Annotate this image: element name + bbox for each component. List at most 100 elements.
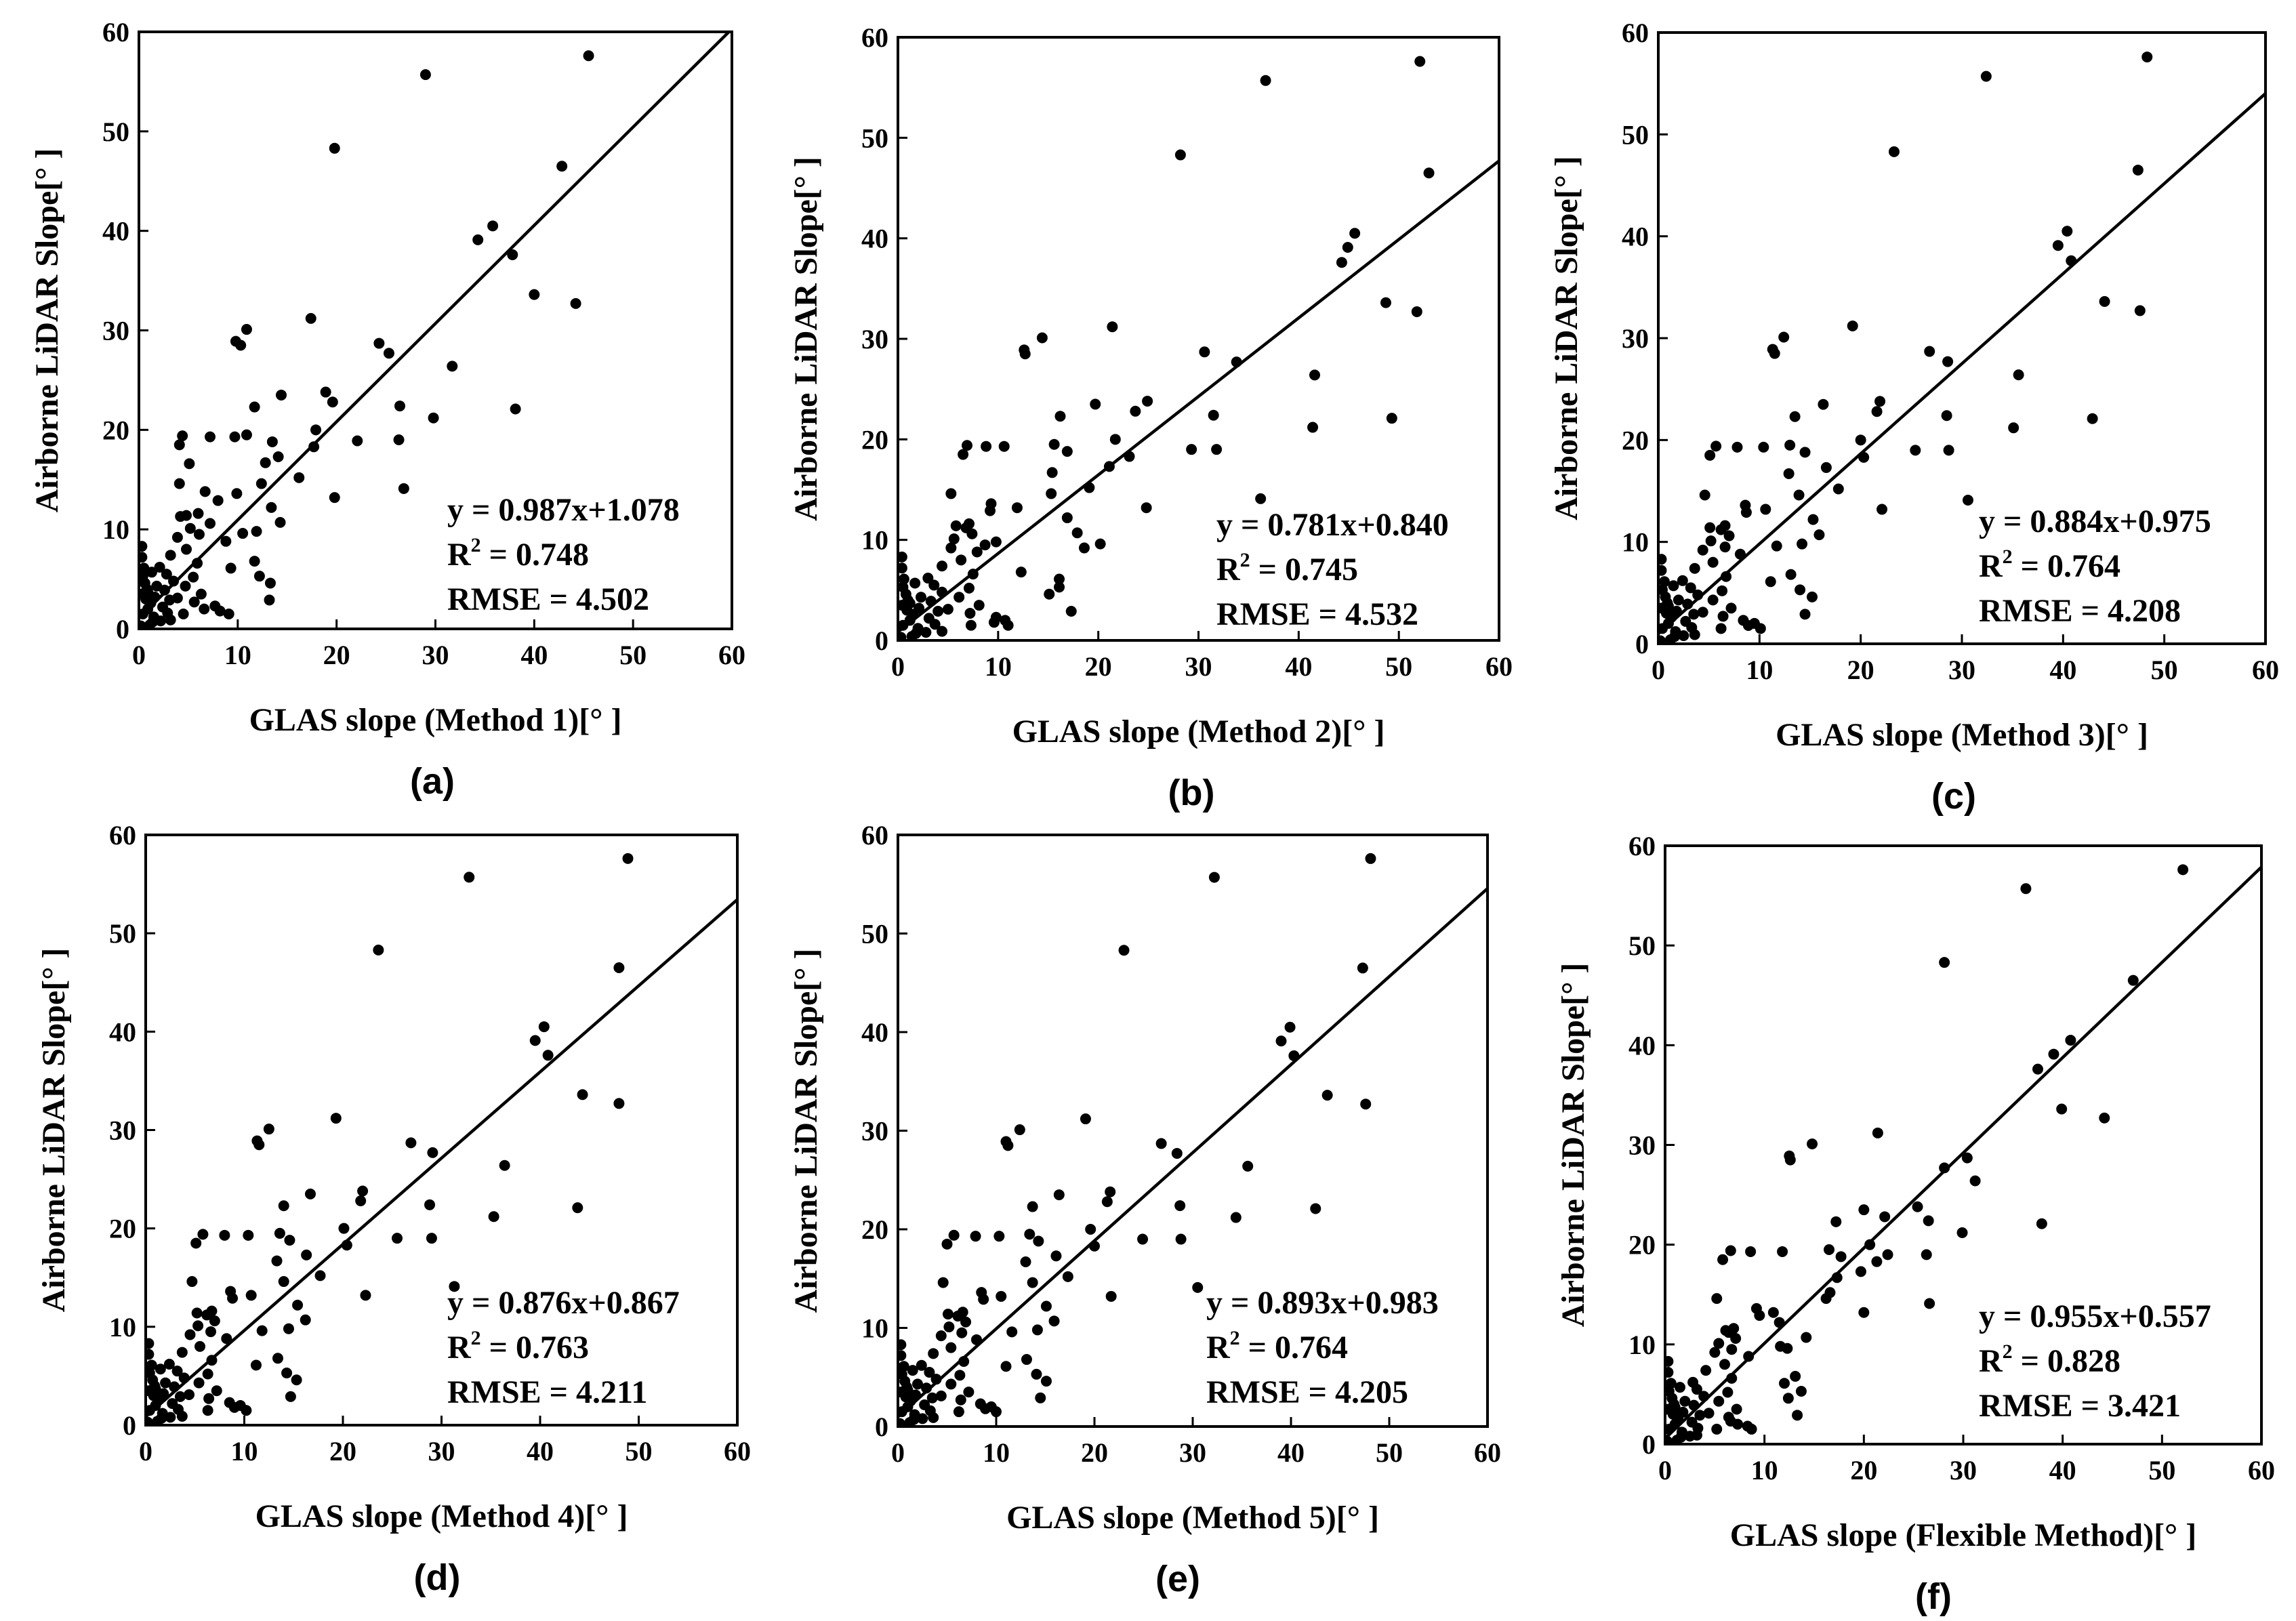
- data-point: [1046, 488, 1057, 499]
- y-tick-label: 60: [1622, 18, 1649, 48]
- data-point: [184, 522, 196, 534]
- data-point: [205, 431, 216, 443]
- data-point: [1040, 1376, 1052, 1387]
- data-point: [405, 1137, 417, 1149]
- data-point: [1027, 1277, 1038, 1288]
- y-axis-label: Airborne LiDAR Slope[° ]: [788, 157, 824, 521]
- data-point: [1713, 1338, 1725, 1349]
- data-point: [1048, 438, 1060, 450]
- r-squared-value: = 0.763: [481, 1330, 589, 1366]
- data-point: [1309, 369, 1320, 381]
- data-point: [146, 1349, 155, 1360]
- data-point: [1703, 1408, 1715, 1419]
- data-point: [161, 569, 172, 580]
- data-point: [2127, 974, 2139, 986]
- data-point: [1698, 1391, 1710, 1402]
- data-point: [981, 440, 992, 452]
- x-tick-label: 30: [422, 640, 449, 670]
- x-axis-label: GLAS slope (Method 5)[° ]: [1006, 1500, 1379, 1536]
- data-point: [908, 1414, 920, 1425]
- r-squared-prefix: R: [447, 537, 472, 573]
- data-point: [538, 1021, 550, 1033]
- data-point: [1924, 1298, 1935, 1309]
- data-point: [1871, 406, 1883, 417]
- data-point: [1686, 621, 1698, 633]
- data-point: [1668, 580, 1679, 592]
- fit-equation: y = 0.955x+0.557: [1979, 1298, 2211, 1334]
- y-tick-label: 20: [102, 415, 129, 445]
- y-tick-label: 30: [861, 1116, 888, 1147]
- data-point: [1697, 544, 1708, 556]
- r-squared-superscript: 2: [2003, 546, 2013, 568]
- y-tick-label: 60: [861, 22, 888, 53]
- data-point: [1670, 605, 1682, 617]
- data-point: [1174, 1200, 1186, 1212]
- x-tick-label: 0: [1658, 1455, 1672, 1485]
- data-point: [1797, 538, 1808, 550]
- data-point: [1692, 589, 1704, 600]
- data-point: [184, 1329, 196, 1340]
- r-squared-value: = 0.764: [2013, 548, 2120, 584]
- data-point: [178, 1372, 190, 1384]
- data-point: [276, 389, 287, 401]
- data-point: [2020, 883, 2032, 895]
- x-tick-label: 50: [619, 640, 647, 670]
- data-point: [1050, 1250, 1062, 1262]
- data-point: [278, 1200, 289, 1212]
- data-point: [1142, 395, 1153, 407]
- data-point: [542, 1050, 554, 1061]
- data-point: [173, 1403, 184, 1415]
- data-point: [1109, 434, 1121, 445]
- data-point: [1065, 605, 1077, 617]
- data-point: [510, 403, 521, 415]
- x-tick-label: 30: [1950, 1455, 1977, 1485]
- data-point: [1871, 1256, 1883, 1267]
- data-point: [1709, 1347, 1721, 1358]
- data-point: [264, 594, 275, 606]
- data-point: [945, 488, 957, 499]
- data-point: [956, 1327, 968, 1338]
- data-point: [392, 1233, 403, 1244]
- data-point: [1678, 630, 1689, 641]
- data-point: [1124, 451, 1135, 462]
- data-point: [2013, 369, 2024, 381]
- data-point: [229, 431, 241, 443]
- y-tick-label: 50: [1622, 119, 1649, 150]
- x-tick-label: 60: [724, 1436, 751, 1466]
- data-point: [278, 1276, 289, 1288]
- data-point: [1107, 321, 1118, 333]
- data-point: [1658, 576, 1670, 588]
- data-point: [1912, 1201, 1923, 1212]
- data-point: [2056, 1103, 2068, 1115]
- y-tick-label: 20: [109, 1214, 136, 1244]
- data-point: [1118, 945, 1130, 956]
- data-point: [192, 558, 203, 569]
- data-point: [155, 615, 167, 627]
- data-point: [902, 1384, 914, 1396]
- data-point: [357, 1185, 369, 1197]
- data-point: [1784, 1154, 1796, 1166]
- r-squared-value: = 0.764: [1240, 1330, 1348, 1366]
- y-tick-label: 30: [1628, 1130, 1656, 1161]
- data-point: [1336, 257, 1347, 268]
- data-point: [945, 1342, 957, 1353]
- data-point: [1054, 573, 1065, 585]
- panel-label: (a): [410, 761, 455, 802]
- data-point: [184, 458, 195, 470]
- data-point: [1769, 348, 1780, 359]
- data-point: [214, 605, 226, 617]
- data-point: [529, 1035, 541, 1046]
- data-point: [1423, 167, 1435, 179]
- data-point: [308, 441, 320, 453]
- y-tick-label: 50: [861, 919, 888, 949]
- x-tick-label: 0: [139, 1436, 152, 1466]
- data-point: [1061, 446, 1073, 457]
- data-point: [1357, 962, 1368, 974]
- data-point: [1084, 482, 1095, 493]
- data-point: [197, 1229, 209, 1240]
- data-point: [1175, 1233, 1187, 1245]
- data-point: [1939, 957, 1950, 968]
- data-point: [1711, 1293, 1723, 1305]
- data-point: [1684, 1431, 1696, 1442]
- data-point: [945, 1378, 957, 1390]
